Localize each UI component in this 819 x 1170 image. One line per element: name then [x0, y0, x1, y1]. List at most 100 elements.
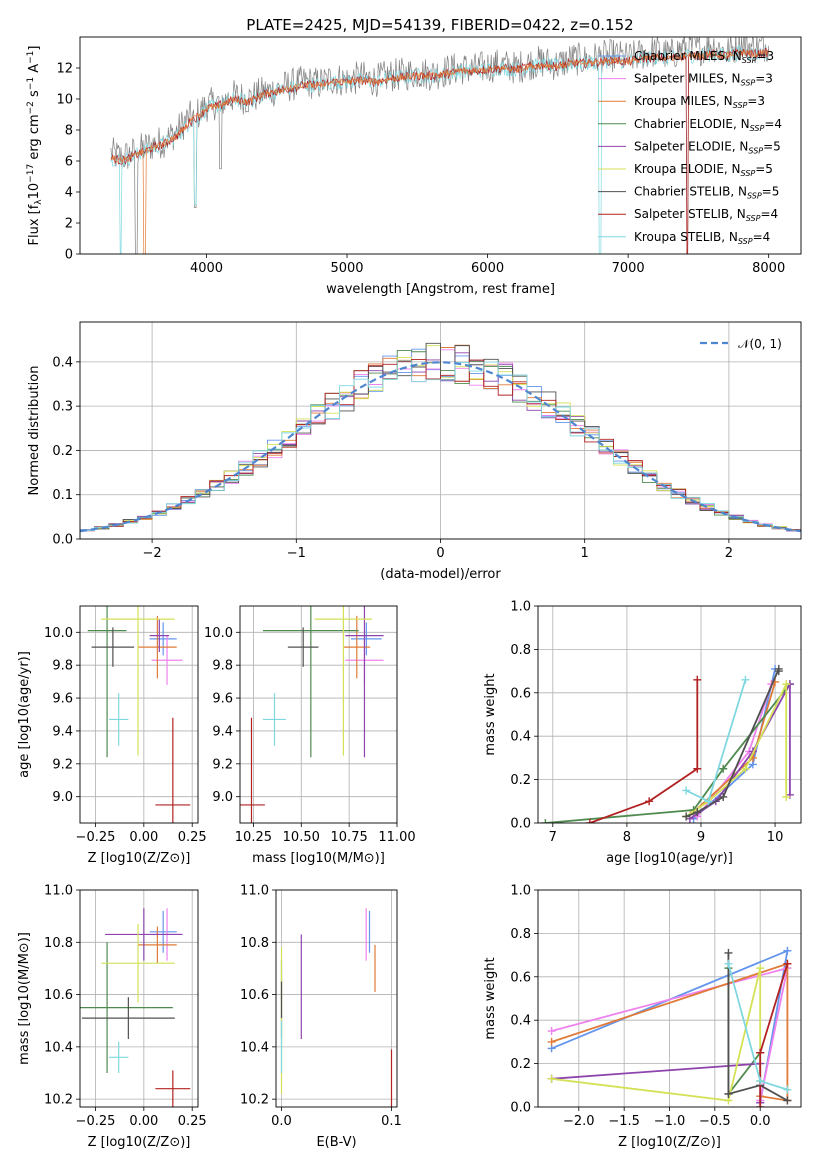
plot-area — [80, 890, 198, 1107]
legend-label-part: Salpeter MILES, N — [634, 72, 741, 86]
legend-label-part: =4 — [753, 230, 771, 244]
legend-label-5: Kroupa ELODIE, NSSP=5 — [634, 162, 773, 178]
legend-label-8: Kroupa STELIB, NSSP=4 — [634, 230, 770, 246]
series-line-2 — [551, 962, 789, 1102]
legend-label-part: =5 — [762, 185, 780, 199]
series-marker-6 — [724, 1089, 733, 1098]
series-marker-8 — [704, 797, 713, 806]
legend-label-part: =4 — [764, 117, 782, 131]
legend-label-0: Chabrier MILES, NSSP=3 — [634, 49, 774, 65]
x-tick-label: 10.75 — [331, 830, 368, 845]
x-tick-label: −2.0 — [563, 1114, 595, 1129]
series-marker-8 — [724, 959, 733, 968]
y-tick-label: 9.2 — [212, 757, 233, 772]
legend-label-part: SSP — [746, 214, 761, 223]
legend-label-part: SSP — [742, 56, 757, 65]
legend-label-part: =3 — [756, 49, 774, 63]
series-marker-7 — [693, 764, 702, 773]
axes-frame — [239, 605, 398, 824]
series-marker-3 — [541, 819, 550, 823]
x-tick-label: −1.5 — [608, 1114, 640, 1129]
series-marker-5 — [756, 964, 765, 973]
legend-label-2: Kroupa MILES, NSSP=3 — [634, 94, 765, 110]
y-axis-label: mass weight — [483, 673, 498, 755]
series-line-6 — [685, 668, 780, 818]
y-tick-label: 1.0 — [510, 884, 531, 899]
x-tick-label: 2 — [725, 546, 733, 561]
y-axis-label-part: erg cm — [27, 114, 42, 163]
series-line-6 — [727, 952, 788, 1102]
panel-mass_vs_Z: −0.25 0.00 0.25 10.2 10.4 10.6 10.8 11.0 Z [log1… — [17, 884, 207, 1151]
series-marker-6 — [682, 812, 691, 821]
series-line-7 — [589, 679, 699, 823]
legend-label-part: =5 — [755, 162, 773, 176]
series-line-0 — [692, 668, 776, 820]
y-tick-label: 10.6 — [240, 988, 269, 1003]
y-tick-label: 0.8 — [510, 927, 531, 942]
plot-area — [80, 322, 801, 539]
legend-label-part: Chabrier MILES, N — [634, 49, 742, 63]
legend-label-4: Salpeter ELODIE, NSSP=5 — [634, 139, 781, 155]
y-axis-label: age [log10(age/yr)] — [17, 651, 32, 778]
y-tick-label: 2 — [65, 217, 73, 232]
x-tick-label: 0.00 — [129, 1114, 158, 1129]
y-axis-label: Flux [fλ10−17 erg cm−2 s−1 A−1] — [26, 46, 44, 246]
plot-area — [538, 890, 801, 1107]
legend-label-part: SSP — [741, 79, 756, 88]
legend-label-part: SSP — [750, 124, 765, 133]
y-axis-label-part: λ — [34, 199, 44, 205]
x-tick-label: 0.25 — [178, 830, 207, 845]
x-tick-label: 4000 — [190, 261, 223, 276]
legend-label-part: Salpeter ELODIE, N — [634, 139, 748, 153]
y-axis-label: Normed distribution — [27, 366, 42, 496]
y-tick-label: 9.6 — [212, 692, 233, 707]
axes-frame — [79, 605, 199, 824]
x-tick-label: 0.25 — [178, 1114, 207, 1129]
plot-area — [240, 606, 397, 823]
legend-label-part: SSP — [747, 192, 762, 201]
y-tick-label: 9.0 — [212, 790, 233, 805]
x-tick-label: 10 — [767, 830, 784, 845]
y-axis-label-part: −2 — [26, 101, 36, 114]
x-axis-label: age [log10(age/yr)] — [606, 851, 733, 866]
x-tick-label: 7000 — [612, 261, 645, 276]
series-marker-7 — [756, 1103, 765, 1107]
y-tick-label: 0.8 — [510, 643, 531, 658]
legend-label-part: SSP — [733, 101, 748, 110]
y-tick-label: 12 — [56, 62, 73, 77]
y-tick-label: 0.1 — [52, 488, 73, 503]
histogram-8 — [80, 360, 801, 539]
y-axis-label: mass [log10(M/M⊙)] — [17, 932, 32, 1065]
axes-frame — [537, 605, 802, 824]
x-tick-label: −2 — [143, 546, 162, 561]
series-marker-8 — [783, 1085, 792, 1094]
series-marker-0 — [783, 946, 792, 955]
y-tick-label: 1.0 — [510, 600, 531, 615]
y-tick-label: 0.3 — [52, 400, 73, 415]
y-axis-label-part: −1 — [26, 77, 36, 90]
y-tick-label: 10 — [56, 93, 73, 108]
axes-frame — [79, 321, 802, 540]
x-axis-label: E(B-V) — [316, 1135, 356, 1150]
y-tick-label: 9.2 — [52, 757, 73, 772]
legend-label-part: Kroupa MILES, N — [634, 94, 733, 108]
y-tick-label: 0.0 — [510, 1101, 531, 1116]
y-axis-label: mass weight — [483, 957, 498, 1039]
y-tick-label: 9.4 — [52, 724, 73, 739]
x-tick-label: 5000 — [330, 261, 363, 276]
y-tick-label: 10.4 — [240, 1040, 269, 1055]
series-marker-7 — [756, 1048, 765, 1057]
x-tick-label: 0 — [436, 546, 444, 561]
model-spectrum-line — [110, 49, 770, 254]
y-tick-label: 0.6 — [510, 970, 531, 985]
x-axis-label: wavelength [Angstrom, rest frame] — [326, 282, 555, 297]
legend-label-part: Chabrier ELODIE, N — [634, 117, 750, 131]
x-axis-label: mass [log10(M/M⊙)] — [252, 851, 385, 866]
legend-label-part: =5 — [763, 139, 781, 153]
y-tick-label: 11.0 — [44, 884, 73, 899]
x-tick-label: 6000 — [471, 261, 504, 276]
series-line-1 — [696, 683, 773, 818]
y-tick-label: 0.2 — [510, 1057, 531, 1072]
legend-label-part: SSP — [741, 169, 756, 178]
series-marker-6 — [724, 948, 733, 957]
